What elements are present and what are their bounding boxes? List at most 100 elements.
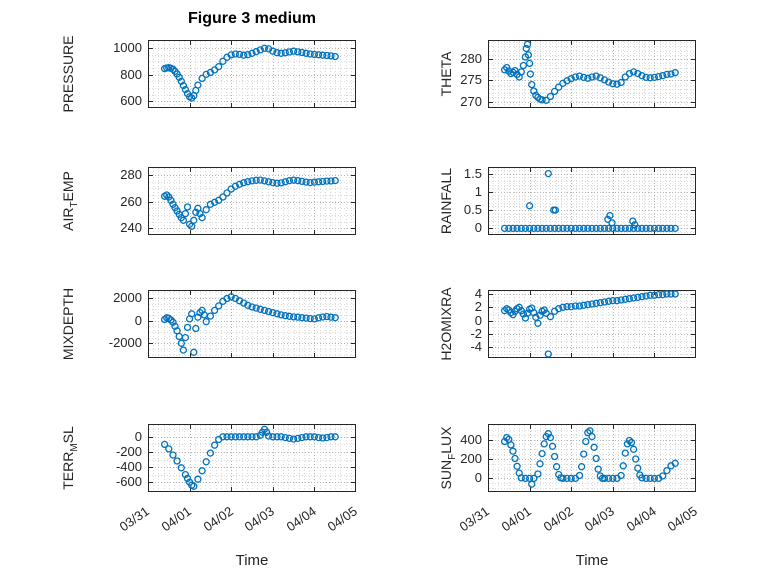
data-point — [567, 303, 575, 311]
subplot-theta: THETA 270 275 280 — [378, 40, 696, 109]
data-point — [215, 63, 223, 71]
y-tick-label: -200 — [115, 443, 142, 459]
data-point — [609, 474, 617, 483]
data-point — [509, 68, 517, 76]
data-point — [206, 312, 215, 320]
data-point — [596, 224, 604, 233]
data-point — [621, 295, 629, 303]
data-point — [235, 50, 244, 59]
data-point — [215, 302, 223, 310]
data-point — [327, 52, 335, 60]
data-point — [604, 78, 613, 86]
y-tick-label: 2 — [474, 299, 482, 315]
data-point — [298, 314, 306, 322]
subplot-pressure: PRESSURE 600 800 1000 — [38, 35, 356, 113]
y-tick-label: 260 — [120, 193, 142, 209]
data-point — [235, 433, 244, 441]
data-point — [319, 177, 327, 186]
data-point — [210, 198, 219, 206]
tick-marks — [488, 291, 695, 357]
subplot-sun-flux: SUNFLUX 0 200 400 03/31 04/01 04/02 04/03 04/04… — [378, 424, 700, 534]
data-point — [192, 324, 200, 333]
subplot-mixdepth: MIXDEPTH -2000 0 2000 — [38, 288, 356, 360]
data-point — [177, 339, 185, 347]
data-point — [530, 87, 538, 95]
data-point — [650, 474, 659, 483]
data-point — [517, 474, 525, 482]
data-point — [294, 48, 302, 56]
data-point — [331, 52, 339, 61]
data-point — [198, 214, 206, 222]
data-point — [190, 348, 198, 356]
data-point — [632, 455, 640, 463]
data-point — [190, 216, 198, 224]
data-point — [546, 433, 555, 442]
data-point — [629, 224, 638, 233]
data-point — [563, 474, 571, 483]
scatter-series — [160, 176, 339, 230]
data-point — [528, 80, 536, 89]
data-point — [629, 68, 638, 76]
data-point — [319, 51, 327, 59]
data-point — [555, 305, 563, 313]
data-point — [638, 72, 646, 80]
data-point — [314, 178, 323, 186]
data-point — [571, 224, 580, 233]
data-point — [671, 290, 679, 298]
data-point — [219, 193, 227, 201]
x-tick-label: 04/03 — [241, 503, 278, 535]
plot-area — [488, 290, 696, 358]
data-point — [540, 440, 548, 448]
data-point — [269, 433, 277, 441]
data-point — [223, 294, 231, 303]
data-point — [671, 69, 679, 77]
data-point — [223, 433, 231, 441]
data-point — [240, 179, 248, 187]
data-point — [523, 40, 532, 48]
data-point — [206, 200, 215, 208]
data-point — [273, 179, 281, 187]
data-point — [671, 224, 679, 233]
plot-area — [148, 40, 356, 108]
data-point — [592, 72, 600, 80]
data-point — [575, 224, 584, 233]
data-point — [323, 433, 331, 442]
axes-box — [148, 424, 356, 492]
data-point — [302, 178, 310, 186]
data-point — [575, 72, 584, 80]
data-point — [571, 302, 580, 310]
data-point — [509, 447, 517, 455]
data-point — [550, 87, 559, 96]
data-point — [248, 433, 256, 441]
y-tick-label: 0 — [134, 428, 142, 444]
data-point — [594, 465, 602, 473]
data-point — [536, 460, 544, 468]
data-point — [179, 216, 188, 224]
data-point — [244, 301, 252, 309]
data-point — [642, 292, 650, 300]
data-point — [550, 452, 559, 461]
y-tick-label: 1 — [474, 183, 482, 199]
data-point — [650, 73, 659, 82]
data-point — [314, 433, 323, 442]
axes-box — [148, 290, 356, 358]
data-point — [588, 432, 596, 441]
data-point — [183, 474, 192, 483]
data-point — [609, 80, 617, 88]
data-point — [522, 44, 530, 53]
data-point — [277, 433, 285, 441]
y-tick-label: 400 — [460, 431, 482, 447]
x-tick-label: 03/31 — [117, 503, 153, 535]
data-point — [521, 224, 530, 233]
data-point — [534, 470, 542, 478]
data-point — [592, 224, 600, 233]
y-tick-label: 0 — [474, 312, 482, 328]
data-point — [621, 449, 629, 457]
data-point — [294, 313, 302, 321]
data-point — [169, 318, 177, 326]
data-point — [264, 178, 273, 186]
data-point — [536, 311, 544, 319]
data-point — [592, 454, 600, 463]
data-point — [281, 178, 289, 186]
